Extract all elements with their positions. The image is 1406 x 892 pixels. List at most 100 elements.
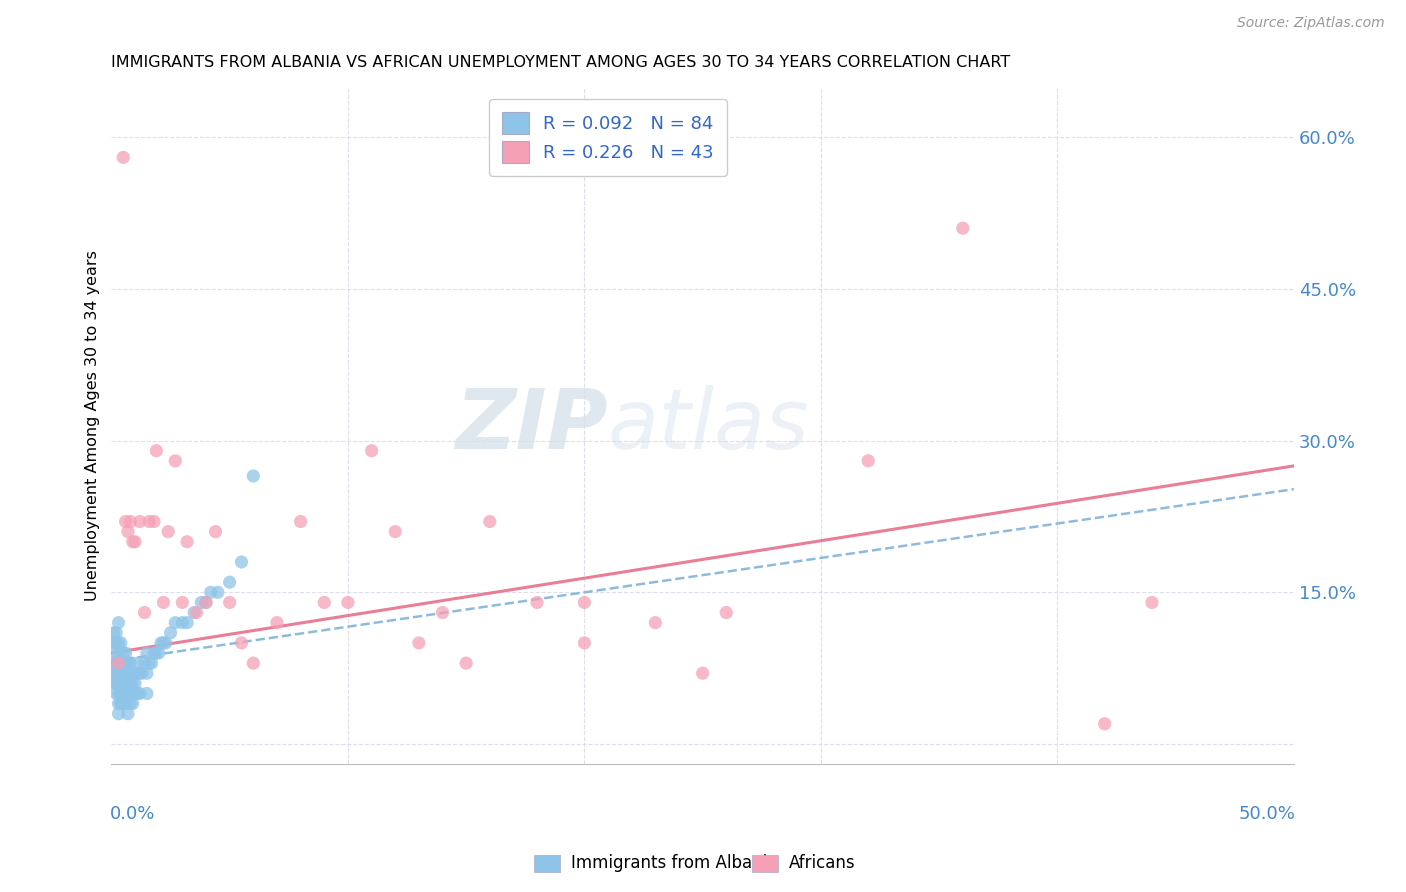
Point: [134, 656, 156, 670]
Point: [186, 606, 208, 620]
Point: [103, 676, 125, 690]
Point: [114, 515, 136, 529]
Point: [110, 676, 132, 690]
Point: [114, 697, 136, 711]
Point: [165, 454, 187, 468]
Point: [242, 469, 264, 483]
Text: IMMIGRANTS FROM ALBANIA VS AFRICAN UNEMPLOYMENT AMONG AGES 30 TO 34 YEARS CORREL: IMMIGRANTS FROM ALBANIA VS AFRICAN UNEMP…: [111, 55, 1011, 70]
Point: [112, 646, 135, 660]
Point: [150, 636, 173, 650]
Point: [117, 656, 139, 670]
Point: [110, 666, 132, 681]
Point: [107, 656, 129, 670]
Point: [172, 615, 194, 630]
Point: [112, 697, 135, 711]
Point: [143, 515, 166, 529]
Point: [117, 686, 139, 700]
Text: Immigrants from Albania: Immigrants from Albania: [571, 855, 778, 872]
Point: [105, 625, 128, 640]
Point: [117, 524, 139, 539]
Point: [155, 636, 177, 650]
Point: [207, 585, 229, 599]
Point: [152, 636, 174, 650]
Point: [103, 625, 125, 640]
Point: [110, 697, 132, 711]
Point: [107, 686, 129, 700]
Point: [105, 686, 128, 700]
Point: [134, 606, 156, 620]
Point: [143, 646, 166, 660]
Point: [145, 646, 167, 660]
Point: [360, 443, 382, 458]
Point: [128, 686, 150, 700]
Point: [114, 676, 136, 690]
Point: [952, 221, 974, 235]
Point: [138, 515, 160, 529]
Point: [200, 585, 222, 599]
Text: 50.0%: 50.0%: [1239, 805, 1295, 823]
Point: [105, 666, 128, 681]
Point: [110, 686, 132, 700]
Point: [336, 595, 359, 609]
Point: [314, 595, 336, 609]
Point: [856, 454, 879, 468]
Point: [159, 625, 181, 640]
Point: [165, 615, 187, 630]
Point: [131, 666, 153, 681]
Point: [120, 686, 142, 700]
Point: [117, 706, 139, 721]
Point: [148, 646, 170, 660]
Point: [121, 666, 143, 681]
Point: [103, 656, 125, 670]
Point: [120, 656, 142, 670]
Point: [120, 676, 142, 690]
Point: [384, 524, 406, 539]
Point: [128, 666, 150, 681]
Point: [135, 646, 157, 660]
Point: [127, 686, 149, 700]
Point: [152, 595, 174, 609]
Point: [716, 606, 738, 620]
Point: [114, 656, 136, 670]
Point: [105, 656, 128, 670]
Point: [112, 686, 135, 700]
Point: [105, 646, 128, 660]
Point: [574, 636, 596, 650]
Point: [124, 676, 146, 690]
Point: [1140, 595, 1163, 609]
Point: [114, 686, 136, 700]
Point: [157, 524, 180, 539]
Point: [117, 676, 139, 690]
Point: [135, 686, 157, 700]
Legend: R = 0.092   N = 84, R = 0.226   N = 43: R = 0.092 N = 84, R = 0.226 N = 43: [489, 99, 727, 176]
Point: [112, 676, 135, 690]
Text: Source: ZipAtlas.com: Source: ZipAtlas.com: [1237, 16, 1385, 30]
Point: [128, 515, 150, 529]
Point: [107, 666, 129, 681]
Point: [121, 676, 143, 690]
Point: [145, 443, 167, 458]
Point: [112, 150, 135, 164]
Point: [107, 646, 129, 660]
Point: [124, 666, 146, 681]
Point: [432, 606, 454, 620]
Point: [195, 595, 218, 609]
Point: [120, 697, 142, 711]
Point: [218, 575, 240, 590]
Point: [110, 636, 132, 650]
Point: [107, 697, 129, 711]
Point: [121, 697, 143, 711]
Point: [266, 615, 288, 630]
Point: [138, 656, 160, 670]
Point: [692, 666, 714, 681]
Point: [172, 595, 194, 609]
Point: [120, 515, 142, 529]
Point: [218, 595, 240, 609]
Text: Africans: Africans: [789, 855, 855, 872]
Point: [114, 666, 136, 681]
Point: [1094, 716, 1116, 731]
Point: [644, 615, 666, 630]
Point: [107, 656, 129, 670]
Point: [242, 656, 264, 670]
Point: [110, 656, 132, 670]
